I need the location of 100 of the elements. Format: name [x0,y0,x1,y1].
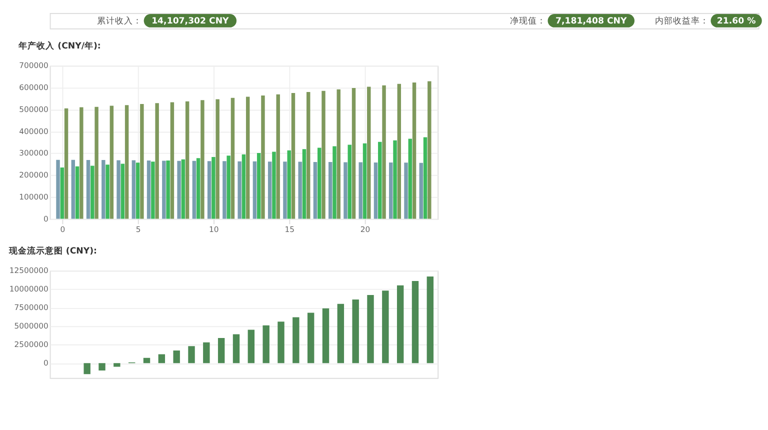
bar [393,140,397,219]
bar [192,160,196,219]
bar [238,161,242,219]
bar [298,162,302,219]
bar [212,156,216,219]
bar [382,85,386,219]
bar [272,152,276,219]
bar [302,149,306,219]
bar [155,103,159,219]
bar [322,308,330,364]
bar [132,160,136,219]
bar [110,106,114,219]
y-tick-label: 7500000 [14,303,48,312]
bar [242,154,246,219]
bar [412,82,416,219]
text: 7,181,408 CNY [556,16,628,27]
bar [216,99,220,219]
y-tick-label: 500000 [19,104,48,114]
bar [262,325,270,364]
x-tick-label: 10 [209,224,219,234]
y-tick-label: 10000000 [9,284,48,294]
bar [226,156,230,219]
x-tick-label: 15 [284,224,295,234]
bar [170,102,174,219]
bar [181,159,186,219]
x-tick-label: 20 [360,224,370,234]
bar [230,98,235,219]
bar [56,160,60,219]
x-tick-label: 0 [60,224,66,234]
bar [252,161,257,219]
bar [120,164,125,219]
bar [318,148,322,219]
bar [64,108,68,219]
y-tick-label: 400000 [19,126,48,136]
bar [84,363,90,374]
bar [86,160,90,219]
bar [382,290,389,364]
chart-title: 年产收入 (CNY/年): [18,40,101,52]
bar [419,162,423,219]
bar [106,164,110,219]
bar [261,95,265,219]
bar [313,162,318,219]
bar [328,162,332,219]
bar [232,334,240,364]
bar [307,312,314,364]
bar [162,160,166,219]
bar [196,158,200,219]
y-tick-label: 5000000 [14,322,48,330]
bar [287,150,291,219]
text: 内部收益率： [654,16,709,27]
bar [248,330,255,364]
bar [268,162,272,219]
bar [94,106,98,219]
x-tick-label: 5 [136,224,141,234]
bar [90,166,94,219]
bar [276,94,280,219]
bar [428,81,432,219]
bar [102,160,106,219]
bar [98,363,106,370]
y-tick-label: 600000 [19,82,48,92]
bar [166,160,170,219]
bar [71,160,76,219]
bar [367,86,371,219]
bar [306,92,310,219]
bar [185,101,190,219]
bar [188,346,195,364]
y-tick-label: 300000 [19,148,48,158]
bar [256,153,261,219]
bar [80,107,84,219]
text: 21.60 % [716,16,756,27]
bar [222,161,226,219]
y-tick-label: 200000 [19,170,48,180]
bar [143,358,150,364]
bar [367,295,374,364]
bar [203,342,210,364]
y-tick-label: 700000 [19,61,48,70]
bar [75,166,80,219]
bar [352,299,359,364]
bar [218,338,225,364]
chart-title: 现金流示意图 (CNY): [8,245,97,256]
bar [396,285,404,364]
bar [200,100,204,219]
bar [336,89,340,219]
bar [408,138,412,219]
bar [177,160,181,219]
bar [207,161,212,219]
bar [146,160,151,219]
y-tick-label: 2500000 [14,340,48,349]
bar [404,162,408,219]
bar [291,93,296,219]
text: 净现值： [510,16,546,27]
text: 14,107,302 CNY [152,16,230,27]
bar [278,322,284,364]
bar [173,350,180,364]
bar [344,162,348,219]
y-tick-label: 100000 [19,192,48,202]
bar [362,143,367,219]
bar [358,162,362,219]
bar [114,363,120,367]
bar [136,162,140,219]
